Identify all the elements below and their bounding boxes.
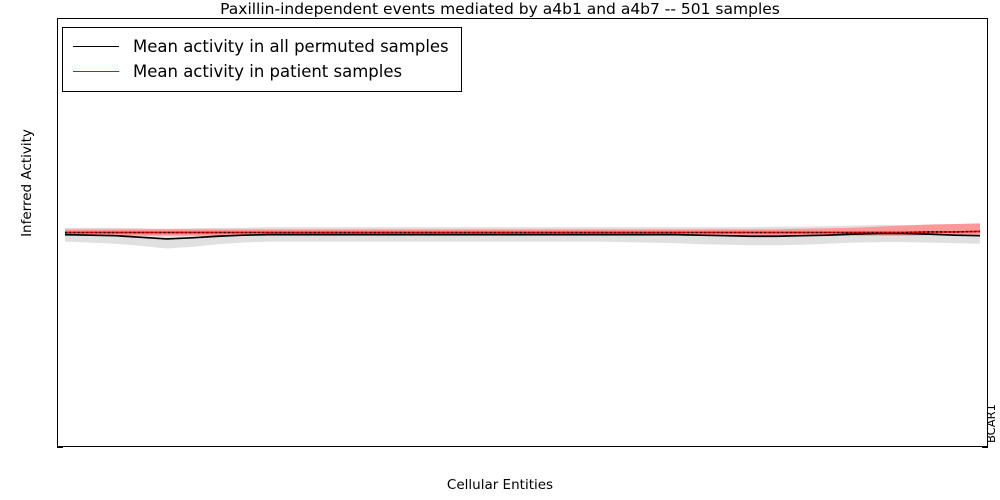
- plot-svg: [64, 223, 981, 249]
- legend-item-patient: Mean activity in patient samples: [73, 59, 449, 84]
- y-tick-mark: [982, 447, 988, 449]
- legend-item-permuted: Mean activity in all permuted samples: [73, 34, 449, 59]
- series-line: [64, 232, 981, 240]
- legend-label-patient: Mean activity in patient samples: [133, 62, 403, 81]
- legend-swatch-permuted: [73, 46, 119, 47]
- legend: Mean activity in all permuted samples Me…: [62, 27, 462, 92]
- y-tick-mark: [57, 447, 63, 449]
- x-axis-label: Cellular Entities: [446, 477, 554, 493]
- series-line: [64, 230, 981, 234]
- data-lines: [64, 230, 981, 240]
- chart-title: Paxillin-independent events mediated by …: [220, 0, 780, 18]
- y-axis-label: Inferred Activity: [19, 129, 35, 237]
- legend-swatch-patient: [73, 71, 119, 72]
- legend-label-permuted: Mean activity in all permuted samples: [133, 37, 449, 56]
- confidence-bands: [64, 223, 981, 249]
